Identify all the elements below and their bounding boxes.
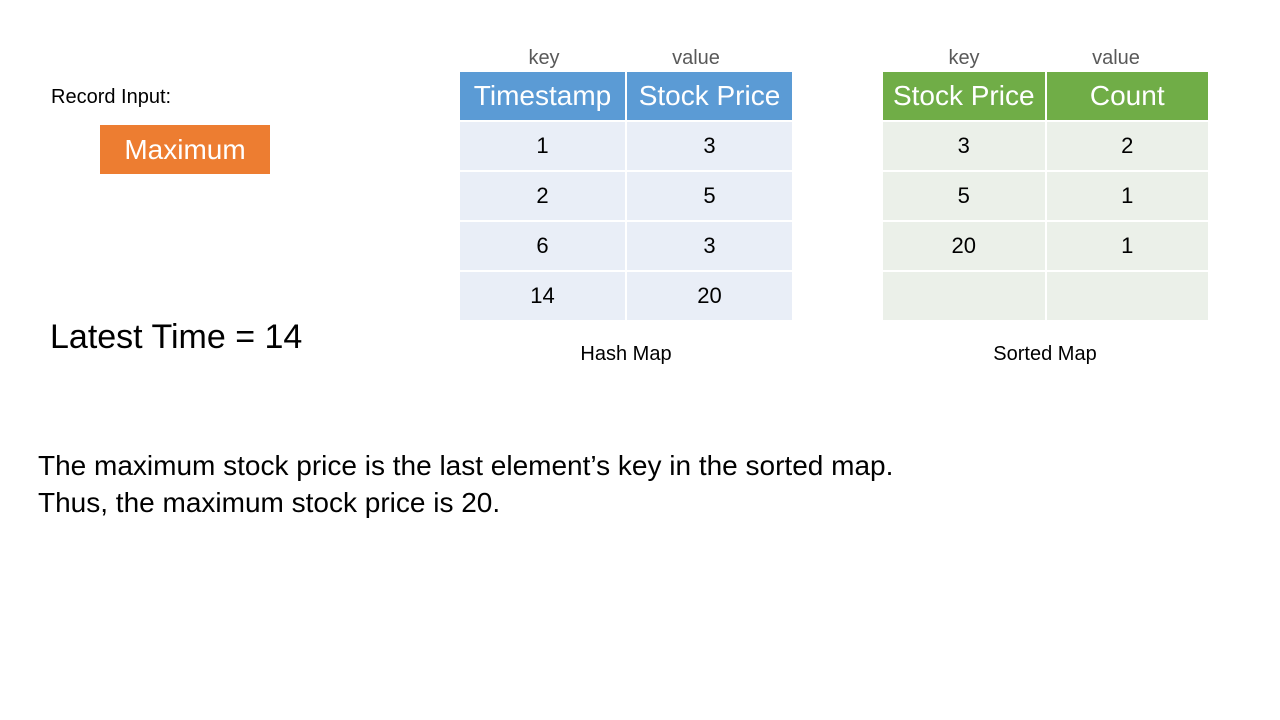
hash-key-label: key — [504, 45, 584, 71]
table-row: 20 1 — [882, 221, 1209, 271]
sorted-map-table: Stock Price Count 3 2 5 1 20 1 — [881, 70, 1210, 322]
table-cell: 1 — [459, 121, 626, 171]
header-stock-price: Stock Price — [626, 71, 793, 121]
table-cell: 6 — [459, 221, 626, 271]
table-row: 6 3 — [459, 221, 793, 271]
latest-time-label: Latest Time = 14 — [50, 315, 302, 359]
table-cell: 14 — [459, 271, 626, 321]
table-cell: 1 — [1046, 171, 1210, 221]
input-operation-badge: Maximum — [100, 125, 270, 174]
hash-map-table: Timestamp Stock Price 1 3 2 5 6 3 14 20 — [458, 70, 794, 322]
table-cell — [882, 271, 1046, 321]
table-cell: 5 — [626, 171, 793, 221]
table-cell: 2 — [1046, 121, 1210, 171]
table-header-row: Stock Price Count — [882, 71, 1209, 121]
header-count: Count — [1046, 71, 1210, 121]
sorted-key-label: key — [924, 45, 1004, 71]
table-cell: 20 — [626, 271, 793, 321]
table-cell: 20 — [882, 221, 1046, 271]
header-timestamp: Timestamp — [459, 71, 626, 121]
table-row: 14 20 — [459, 271, 793, 321]
explanation-text: The maximum stock price is the last elem… — [38, 447, 893, 521]
explanation-line-1: The maximum stock price is the last elem… — [38, 447, 893, 484]
table-cell: 1 — [1046, 221, 1210, 271]
header-stock-price: Stock Price — [882, 71, 1046, 121]
table-cell: 2 — [459, 171, 626, 221]
table-cell: 5 — [882, 171, 1046, 221]
table-row — [882, 271, 1209, 321]
hash-value-label: value — [656, 45, 736, 71]
explanation-line-2: Thus, the maximum stock price is 20. — [38, 484, 893, 521]
hash-map-caption: Hash Map — [526, 341, 726, 367]
table-cell: 3 — [626, 221, 793, 271]
table-row: 3 2 — [882, 121, 1209, 171]
record-input-label: Record Input: — [51, 84, 171, 110]
table-cell — [1046, 271, 1210, 321]
table-header-row: Timestamp Stock Price — [459, 71, 793, 121]
sorted-map-caption: Sorted Map — [945, 341, 1145, 367]
table-cell: 3 — [882, 121, 1046, 171]
table-cell: 3 — [626, 121, 793, 171]
table-row: 5 1 — [882, 171, 1209, 221]
table-row: 2 5 — [459, 171, 793, 221]
table-row: 1 3 — [459, 121, 793, 171]
sorted-value-label: value — [1076, 45, 1156, 71]
